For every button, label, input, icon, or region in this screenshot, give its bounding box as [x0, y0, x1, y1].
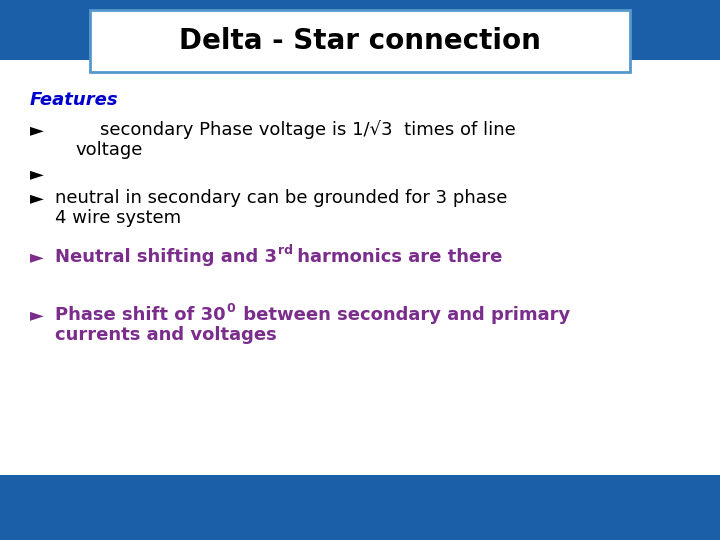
Text: ►: ►	[30, 121, 44, 139]
Text: neutral in secondary can be grounded for 3 phase: neutral in secondary can be grounded for…	[55, 189, 508, 207]
Text: ►: ►	[30, 165, 44, 183]
Text: 0: 0	[227, 301, 235, 314]
Text: ►: ►	[30, 248, 44, 266]
FancyBboxPatch shape	[90, 10, 630, 72]
Text: Neutral shifting and 3: Neutral shifting and 3	[55, 248, 277, 266]
Text: Delta - Star connection: Delta - Star connection	[179, 27, 541, 55]
Text: between secondary and primary: between secondary and primary	[237, 306, 570, 324]
Text: voltage: voltage	[75, 141, 143, 159]
Text: 4 wire system: 4 wire system	[55, 209, 181, 227]
Text: Features: Features	[30, 91, 119, 109]
Text: ►: ►	[30, 306, 44, 324]
Bar	[0, 60, 720, 475]
Text: secondary Phase voltage is 1/√3  times of line: secondary Phase voltage is 1/√3 times of…	[100, 120, 516, 139]
Text: ►: ►	[30, 189, 44, 207]
Text: harmonics are there: harmonics are there	[291, 248, 503, 266]
Text: Phase shift of 30: Phase shift of 30	[55, 306, 225, 324]
Text: rd: rd	[278, 244, 293, 256]
Text: currents and voltages: currents and voltages	[55, 326, 276, 344]
